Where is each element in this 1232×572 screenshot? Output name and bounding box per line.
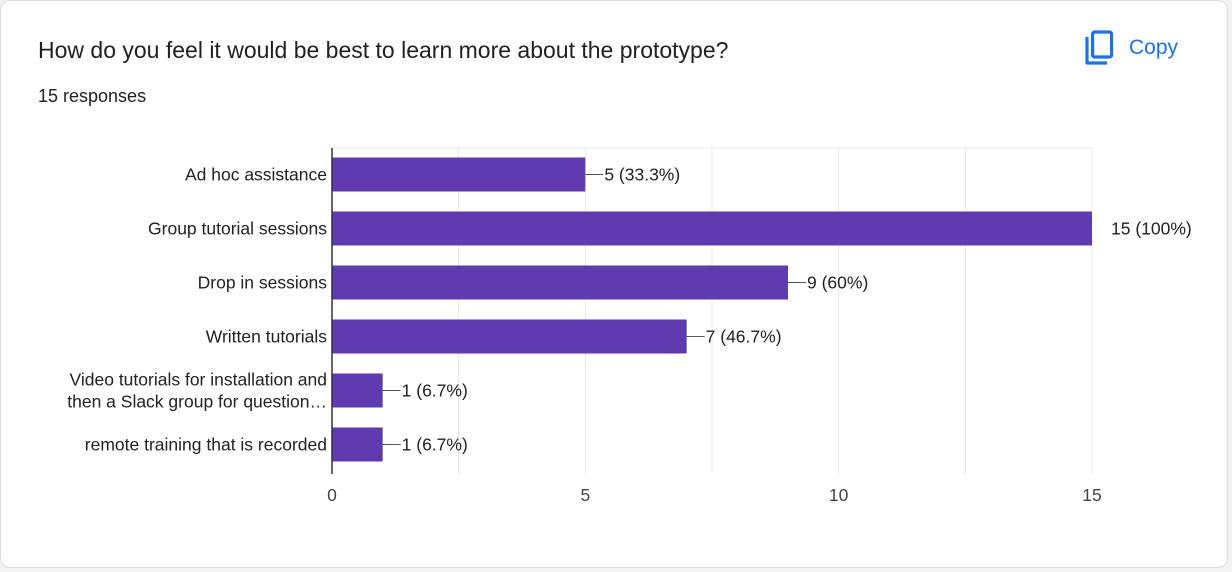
category-label: Drop in sessions	[198, 273, 328, 293]
data-label: 1 (6.7%)	[402, 435, 468, 455]
data-label: 15 (100%)	[1111, 219, 1192, 239]
bar	[332, 211, 1092, 246]
bar	[332, 427, 383, 462]
category-label: Video tutorials for installation and	[70, 370, 327, 390]
copy-button-label: Copy	[1129, 36, 1179, 59]
category-label: Group tutorial sessions	[148, 219, 327, 239]
bar	[332, 319, 687, 354]
category-label: Written tutorials	[206, 327, 327, 347]
data-label: 9 (60%)	[807, 273, 868, 293]
x-tick-label: 5	[580, 485, 590, 505]
category-label: then a Slack group for question…	[67, 392, 327, 412]
question-title: How do you feel it would be best to lear…	[38, 37, 729, 63]
category-label: Ad hoc assistance	[185, 165, 327, 185]
category-label: remote training that is recorded	[85, 435, 327, 455]
bar	[332, 265, 788, 300]
x-tick-label: 15	[1082, 485, 1101, 505]
x-tick-label: 0	[327, 485, 337, 505]
response-count: 15 responses	[38, 86, 147, 106]
data-label: 5 (33.3%)	[604, 165, 680, 185]
data-label: 7 (46.7%)	[706, 327, 782, 347]
bar	[332, 373, 383, 408]
x-tick-label: 10	[829, 485, 849, 505]
copy-button[interactable]: Copy	[1077, 29, 1184, 67]
copy-icon	[1085, 30, 1114, 65]
bar	[332, 157, 586, 192]
data-label: 1 (6.7%)	[402, 381, 468, 401]
